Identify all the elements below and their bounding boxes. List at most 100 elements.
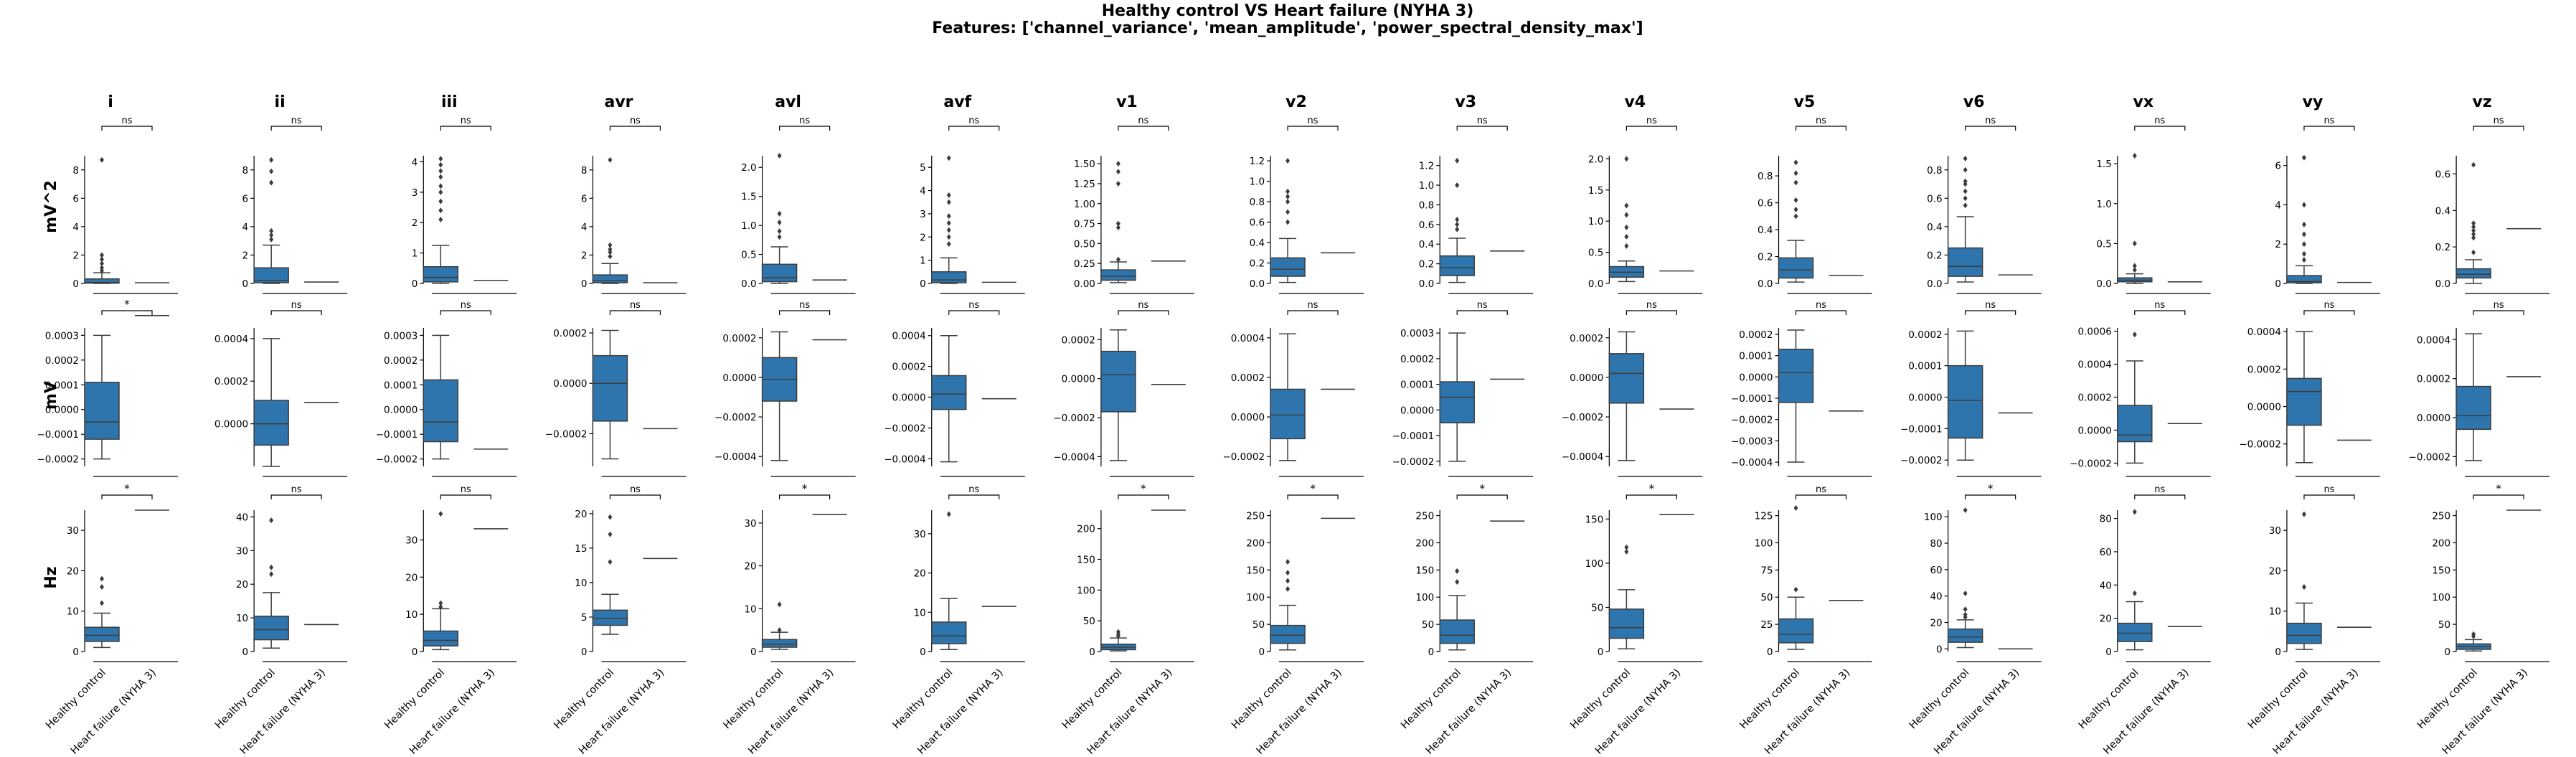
outlier-point xyxy=(2132,332,2137,338)
box-healthy-control xyxy=(2117,405,2153,443)
outlier-point xyxy=(1455,226,1460,232)
y-tick-label: 20 xyxy=(236,579,248,591)
y-tick-label: 0.0002 xyxy=(1400,354,1434,365)
outlier-point xyxy=(608,242,613,248)
y-tick-label: 20 xyxy=(2100,613,2112,625)
significance-bracket xyxy=(2473,126,2524,131)
box-healthy-control xyxy=(1439,381,1475,423)
y-tick-label: 150 xyxy=(2432,565,2450,576)
panel-mean_amplitude-avf: −0.0004 −0.0002 0.0000 0.0002 0.0004 ns xyxy=(884,300,1025,477)
outlier-point xyxy=(269,236,274,243)
outlier-point xyxy=(1624,544,1629,550)
significance-label: ns xyxy=(1308,116,1318,126)
outlier-point xyxy=(1285,586,1291,592)
y-tick-label: 10 xyxy=(236,613,248,624)
significance-label: * xyxy=(124,298,130,311)
y-tick-label: 20 xyxy=(405,572,417,583)
y-tick-label: 0.0 xyxy=(2096,278,2111,290)
y-tick-label: 50 xyxy=(1760,592,1773,603)
box-healthy-control xyxy=(84,382,120,440)
y-tick-label: 0.5 xyxy=(1588,248,1603,259)
significance-bracket xyxy=(1795,126,1847,131)
column-title-v2: v2 xyxy=(1285,93,1307,111)
significance-bracket xyxy=(779,310,831,315)
significance-bracket xyxy=(1626,494,1677,499)
y-tick-label: −0.0001 xyxy=(37,429,79,441)
outlier-point xyxy=(777,210,782,217)
significance-bracket xyxy=(1456,494,1508,499)
box-healthy-control xyxy=(1778,257,1814,279)
significance-label: ns xyxy=(630,300,641,311)
significance-bracket xyxy=(1118,126,1169,131)
panel-channel_variance-avr: 0 2 4 6 8 ns xyxy=(581,116,687,294)
y-tick-label: 1.5 xyxy=(2096,159,2111,170)
outlier-point xyxy=(1963,166,1968,173)
significance-label: ns xyxy=(630,484,641,495)
y-tick-label: 150 xyxy=(1077,555,1095,566)
outlier-point xyxy=(438,168,443,174)
significance-bracket xyxy=(1118,310,1169,315)
y-tick-label: 0.0000 xyxy=(1062,374,1095,385)
y-tick-label: 0 xyxy=(2275,646,2281,658)
outlier-point xyxy=(608,156,613,163)
column-title-avr: avr xyxy=(604,93,633,111)
x-label-heart-failure: Heart failure (NYHA 3) xyxy=(1085,667,1175,757)
y-tick-label: 0.8 xyxy=(1419,199,1434,211)
outlier-point xyxy=(269,156,274,163)
row-ylabel-power_spectral_density_max: Hz xyxy=(42,566,60,588)
outlier-point xyxy=(438,156,443,162)
significance-label: * xyxy=(1988,482,1994,495)
y-tick-label: 0.0001 xyxy=(1908,361,1942,372)
y-tick-label: 250 xyxy=(1415,511,1434,522)
outlier-point xyxy=(2471,249,2476,255)
significance-label: ns xyxy=(1816,484,1826,495)
y-tick-label: 0 xyxy=(1428,646,1435,658)
y-tick-label: −0.0004 xyxy=(884,453,926,465)
y-tick-label: 150 xyxy=(1246,565,1265,576)
y-tick-label: 40 xyxy=(2100,580,2112,591)
outlier-point xyxy=(269,517,274,524)
box-healthy-control xyxy=(931,271,967,283)
outlier-point xyxy=(100,260,104,267)
outlier-point xyxy=(100,252,104,258)
y-tick-label: 0.0000 xyxy=(1570,372,1603,384)
box-healthy-control xyxy=(253,616,289,641)
panel-mean_amplitude-iii: −0.0002 −0.0001 0.0000 0.0001 0.0002 0.0003 ns xyxy=(376,300,517,477)
y-tick-label: 0.0000 xyxy=(2247,402,2281,413)
outlier-point xyxy=(1455,182,1460,189)
significance-label: ns xyxy=(291,116,302,126)
y-tick-label: 200 xyxy=(1246,537,1265,549)
y-tick-label: 0.5 xyxy=(741,250,756,261)
y-tick-label: −0.0002 xyxy=(1731,415,1773,426)
significance-bracket xyxy=(1287,126,1339,131)
y-tick-label: 0.2 xyxy=(1419,259,1434,271)
outlier-point xyxy=(269,227,274,234)
box-healthy-control xyxy=(253,267,289,283)
y-tick-label: 0 xyxy=(1258,646,1265,658)
significance-bracket xyxy=(2134,126,2186,131)
x-label-heart-failure: Heart failure (NYHA 3) xyxy=(1593,667,1683,757)
y-tick-label: 0.0 xyxy=(2435,278,2450,290)
panels-group: i ii iii avr avl avf v1 v2 v3 v4 v5 v6 vx vy vzmV^2mVH… xyxy=(37,93,2550,757)
x-label-heart-failure: Heart failure (NYHA 3) xyxy=(2271,667,2361,757)
significance-bracket xyxy=(2473,494,2524,499)
y-tick-label: −0.0002 xyxy=(1222,451,1265,463)
y-tick-label: 0.6 xyxy=(1419,220,1434,231)
panel-mean_amplitude-i: −0.0002 −0.0001 0.0000 0.0001 0.0002 0.0003 * xyxy=(37,298,178,477)
significance-label: * xyxy=(1649,482,1655,495)
outlier-point xyxy=(1963,507,1968,513)
y-tick-label: −0.0002 xyxy=(37,454,79,466)
y-tick-label: 50 xyxy=(1083,616,1095,627)
significance-bracket xyxy=(101,494,153,499)
y-tick-label: 1.2 xyxy=(1419,161,1434,172)
outlier-point xyxy=(269,564,274,570)
y-tick-label: 2.0 xyxy=(1588,154,1603,165)
y-tick-label: 0.0002 xyxy=(553,328,587,339)
outlier-point xyxy=(100,256,104,263)
y-tick-label: 0.0000 xyxy=(1739,372,1773,383)
y-tick-label: 0.0002 xyxy=(214,376,248,387)
